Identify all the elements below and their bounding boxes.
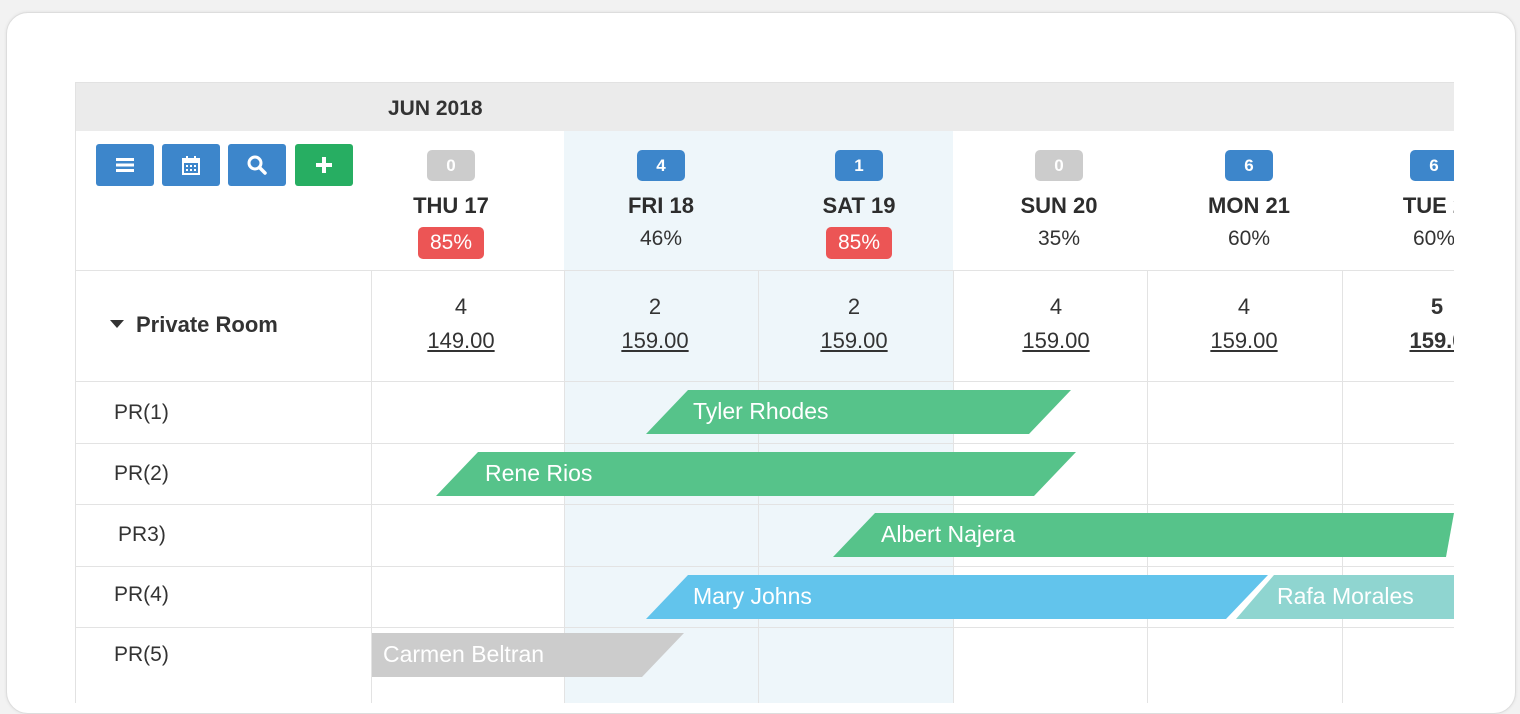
rate-price[interactable]: 159.0	[1409, 328, 1454, 353]
room-type-label: Private Room	[136, 312, 278, 337]
unit-label: PR(4)	[114, 583, 169, 606]
day-label: MON 21	[1208, 193, 1290, 218]
day-label: SUN 20	[1020, 193, 1098, 218]
rate-price[interactable]: 159.00	[820, 328, 888, 353]
day-header[interactable]: 6 TUE 2 60%	[1334, 131, 1454, 271]
booking-bar[interactable]: Tyler Rhodes	[646, 390, 1071, 434]
rate-cell: 4 159.00	[1147, 293, 1341, 361]
day-label: SAT 19	[822, 193, 896, 218]
occupancy: 85%	[759, 227, 959, 259]
guest-name: Rene Rios	[485, 460, 593, 486]
rate-price[interactable]: 159.00	[1022, 328, 1090, 353]
list-button[interactable]	[96, 144, 154, 186]
arrivals-badge: 1	[835, 150, 883, 181]
arrivals-badge: 6	[1410, 150, 1454, 181]
availability: 4	[1049, 294, 1063, 319]
occupancy: 60%	[1412, 227, 1454, 250]
occupancy-badge: 85%	[825, 227, 893, 259]
booking-bar[interactable]: Mary Johns	[646, 575, 1268, 619]
month-label: JUN 2018	[388, 97, 483, 120]
search-icon	[247, 155, 267, 175]
booking-bar[interactable]: Rene Rios	[436, 452, 1076, 496]
booking-bar[interactable]: Carmen Beltran	[372, 633, 684, 677]
day-header[interactable]: 1 SAT 19 85%	[759, 131, 959, 271]
arrivals-badge: 0	[1035, 150, 1083, 181]
occupancy-badge: 85%	[417, 227, 485, 259]
day-header[interactable]: 4 FRI 18 46%	[561, 131, 761, 271]
guest-name: Albert Najera	[881, 521, 1016, 547]
arrivals-badge: 6	[1225, 150, 1273, 181]
search-button[interactable]	[228, 144, 286, 186]
booking-calendar: JUN 2018 0 THU 17 85% 4 FRI 18 46%	[75, 82, 1454, 703]
rate-price[interactable]: 149.00	[427, 328, 495, 353]
occupancy: 85%	[351, 227, 551, 259]
unit-label: PR3)	[118, 523, 166, 546]
rate-cell: 2 159.00	[558, 293, 752, 361]
day-header[interactable]: 6 MON 21 60%	[1149, 131, 1349, 271]
list-icon	[116, 158, 134, 172]
day-label: FRI 18	[627, 193, 695, 218]
guest-name: Carmen Beltran	[383, 641, 545, 667]
calendar-icon	[182, 155, 200, 175]
guest-name: Rafa Morales	[1277, 583, 1414, 609]
room-type-toggle[interactable]: Private Room	[110, 312, 278, 338]
rate-cell: 4 159.00	[959, 293, 1153, 361]
day-label: TUE 2	[1402, 193, 1454, 218]
occupancy: 60%	[1227, 227, 1271, 250]
add-button[interactable]	[295, 144, 353, 186]
unit-label: PR(1)	[114, 401, 169, 424]
rate-cell: 5 159.0	[1340, 293, 1454, 361]
booking-bar[interactable]: Rafa Morales	[1236, 575, 1454, 619]
occupancy: 46%	[639, 227, 683, 250]
guest-name: Mary Johns	[693, 583, 812, 609]
availability: 2	[847, 294, 861, 319]
plus-icon	[316, 157, 332, 173]
availability: 5	[1430, 294, 1444, 319]
guest-name: Tyler Rhodes	[693, 398, 829, 424]
day-label: THU 17	[413, 193, 489, 218]
booking-bar[interactable]: Albert Najera	[833, 513, 1454, 557]
day-header[interactable]: 0 SUN 20 35%	[959, 131, 1159, 271]
unit-label: PR(5)	[114, 643, 169, 666]
availability: 4	[1237, 294, 1251, 319]
availability: 2	[648, 294, 662, 319]
calendar-button[interactable]	[162, 144, 220, 186]
occupancy: 35%	[1037, 227, 1081, 250]
arrivals-badge: 4	[637, 150, 685, 181]
rate-price[interactable]: 159.00	[1210, 328, 1278, 353]
unit-label: PR(2)	[114, 462, 169, 485]
month-header: JUN 2018	[76, 83, 1454, 131]
rate-cell: 2 159.00	[757, 293, 951, 361]
arrivals-badge: 0	[427, 150, 475, 181]
day-header[interactable]: 0 THU 17 85%	[351, 131, 551, 271]
rate-cell: 4 149.00	[364, 293, 558, 361]
availability: 4	[454, 294, 468, 319]
caret-down-icon	[110, 320, 124, 329]
rate-price[interactable]: 159.00	[621, 328, 689, 353]
